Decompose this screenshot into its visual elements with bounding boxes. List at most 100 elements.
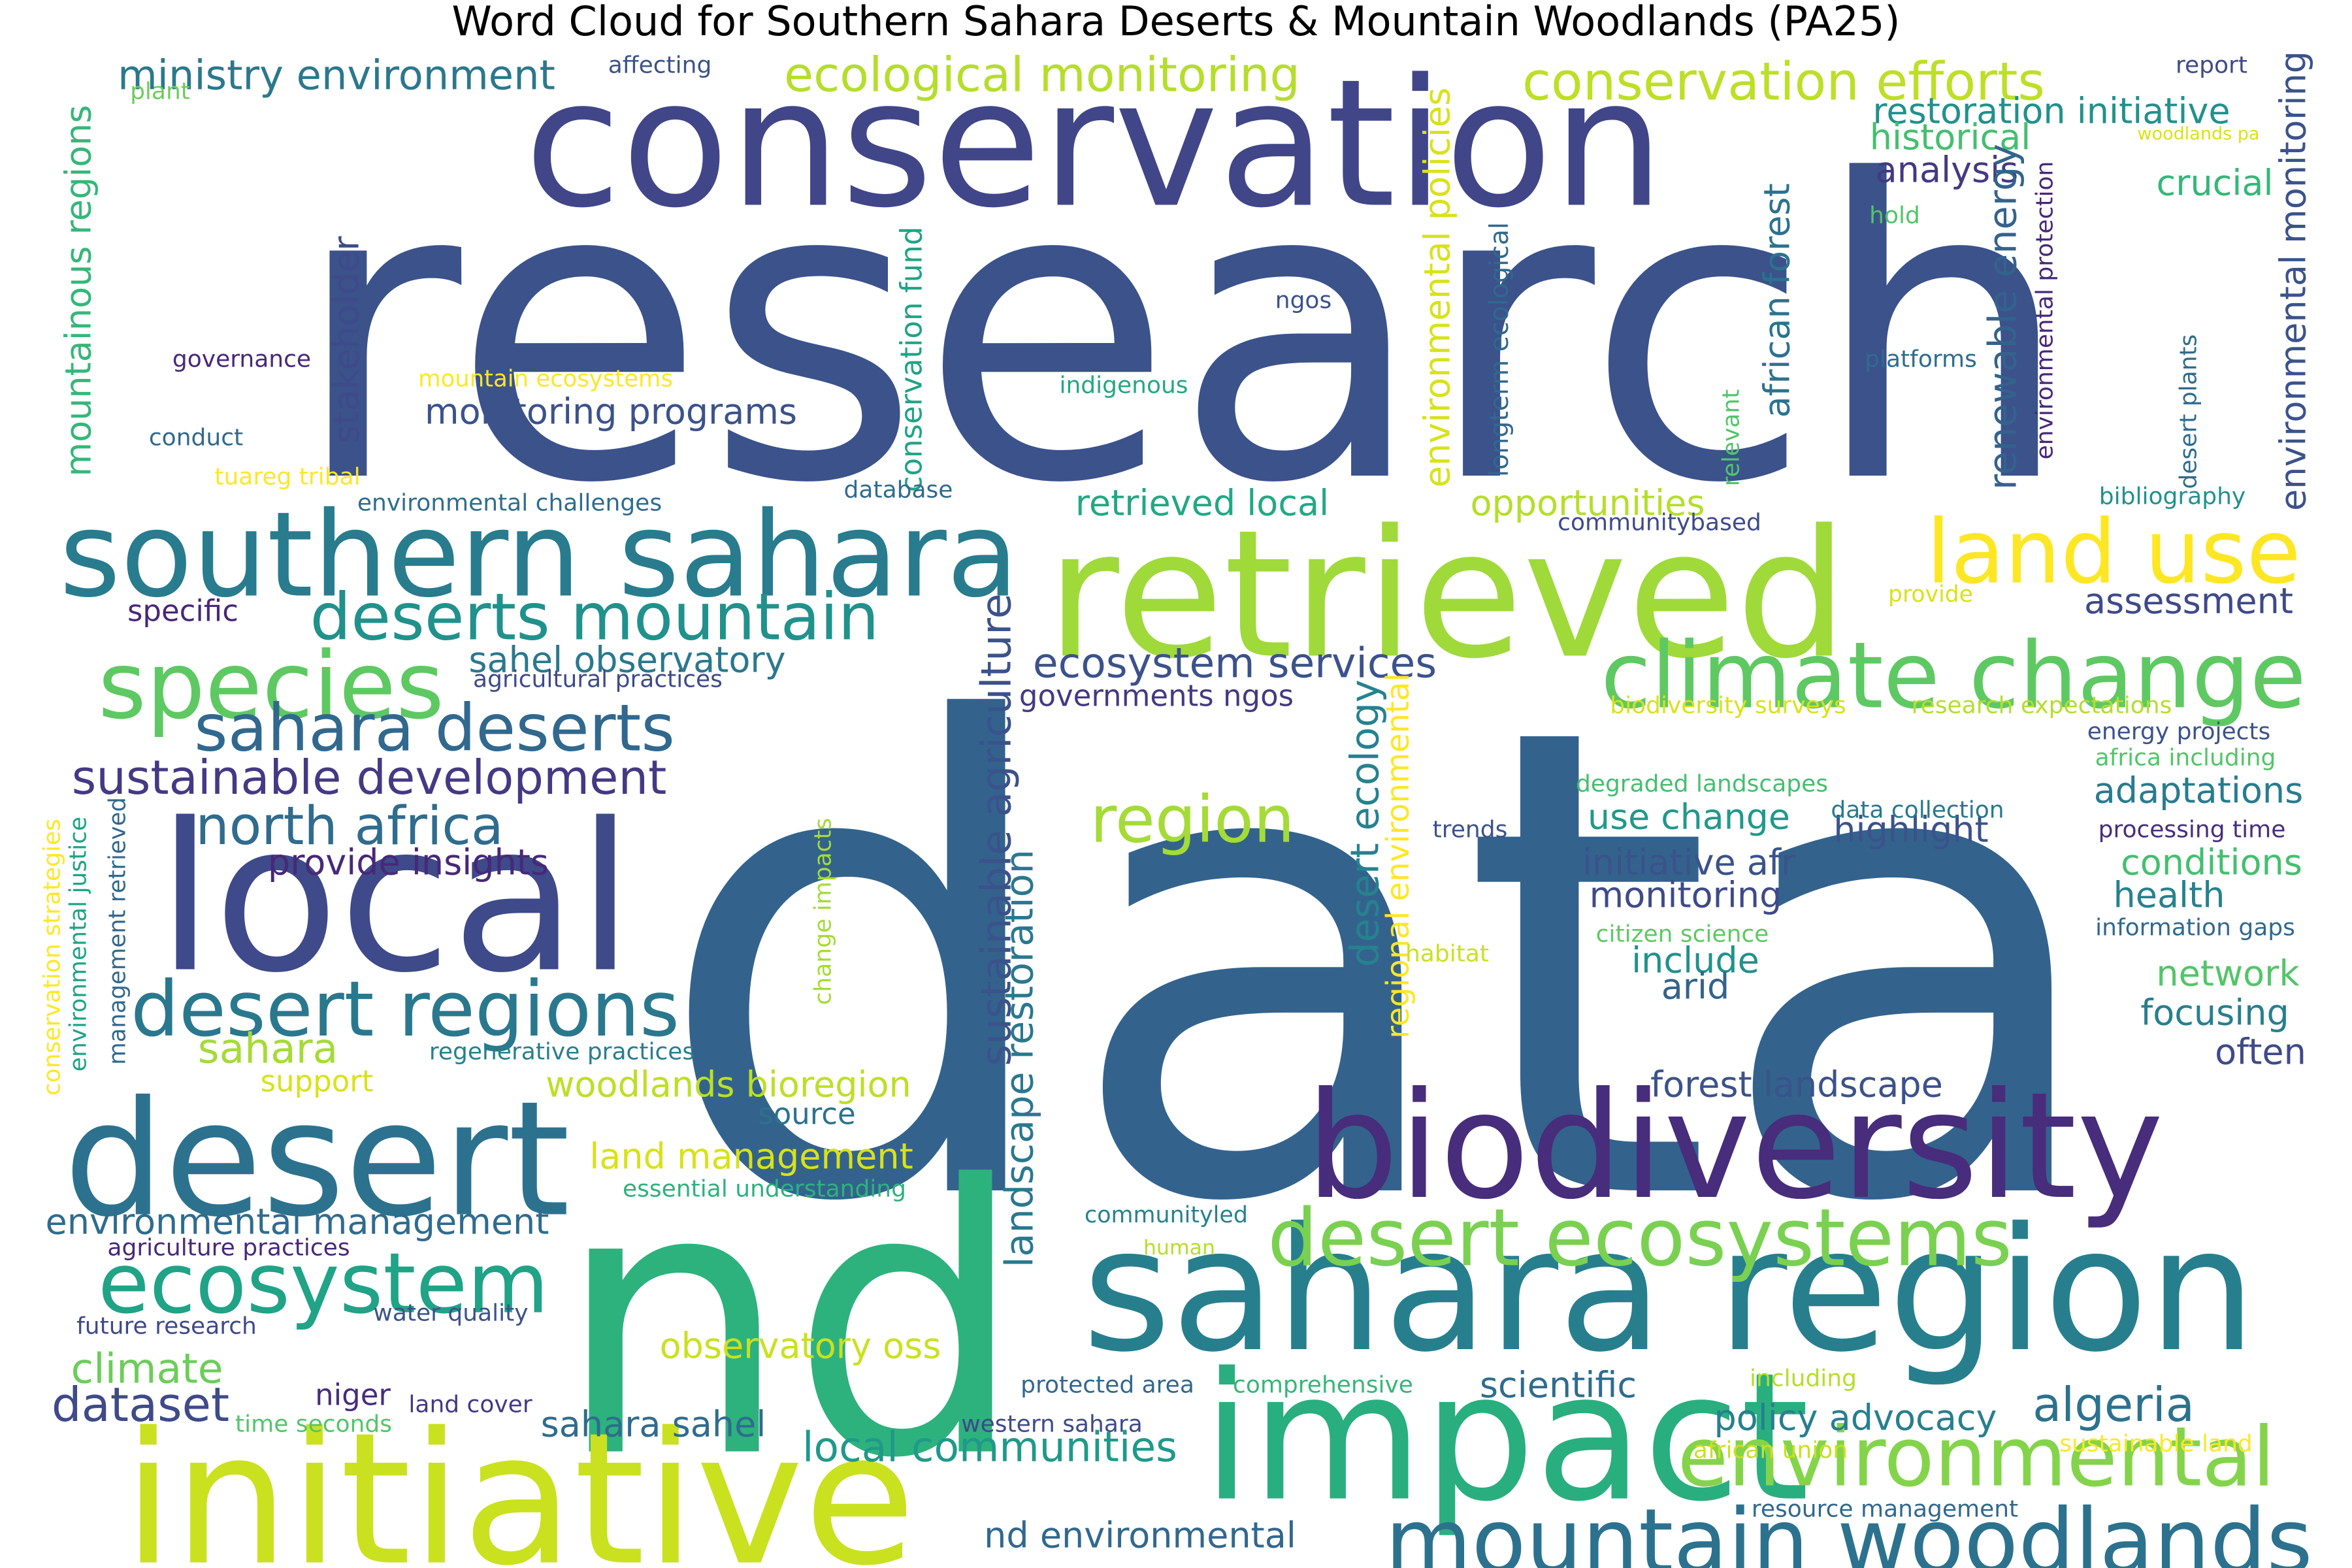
word-algeria: algeria <box>2033 1377 2195 1432</box>
word-human: human <box>1143 1236 1215 1260</box>
word-initiative-afr: initiative afr <box>1582 842 1796 883</box>
word-scientific: scientific <box>1480 1365 1637 1406</box>
word-sustainable-development: sustainable development <box>72 750 667 805</box>
word-biodiversity-surveys: biodiversity surveys <box>1610 693 1846 719</box>
word-energy-projects: energy projects <box>2087 719 2271 745</box>
word-source: source <box>758 1097 855 1132</box>
word-dataset: dataset <box>52 1377 229 1432</box>
word-ecosystem-services: ecosystem services <box>1033 640 1437 687</box>
word-retrieved-local: retrieved local <box>1075 483 1329 524</box>
word-climate-change: climate change <box>1601 623 2306 730</box>
word-mountainous-regions: mountainous regions <box>58 105 99 476</box>
word-environmental-monitoring: environmental monitoring <box>2273 51 2314 511</box>
word-adaptations: adaptations <box>2094 770 2304 811</box>
word-stakeholder: stakeholder <box>326 236 367 444</box>
word-mountain-ecosystems: mountain ecosystems <box>418 366 673 393</box>
word-sustainable-land: sustainable land <box>2059 1431 2253 1458</box>
word-land-management: land management <box>589 1136 913 1177</box>
word-sustainable-agriculture: sustainable agriculture <box>973 593 1021 1066</box>
word-water-quality: water quality <box>373 1300 528 1327</box>
word-governance: governance <box>172 346 311 373</box>
word-include: include <box>1631 940 1759 981</box>
word-restoration-initiative: restoration initiative <box>1872 91 2230 132</box>
word-degraded-landscapes: degraded landscapes <box>1576 771 1828 798</box>
word-renewable-energy: renewable energy <box>1980 144 2025 490</box>
word-management-retrieved: management retrieved <box>105 797 131 1065</box>
word-conduct: conduct <box>149 425 243 451</box>
word-tuareg-tribal: tuareg tribal <box>214 464 360 491</box>
word-monitoring: monitoring <box>1590 875 1782 916</box>
word-network: network <box>2156 953 2300 994</box>
word-support: support <box>261 1064 374 1099</box>
word-data-collection: data collection <box>1831 797 2004 824</box>
word-specific: specific <box>127 594 238 629</box>
word-opportunities: opportunities <box>1471 483 1705 524</box>
word-deserts-mountain: deserts mountain <box>310 580 879 655</box>
word-essential-understanding: essential understanding <box>623 1176 906 1203</box>
word-ecological-monitoring: ecological monitoring <box>784 48 1300 103</box>
word-woodlands-bioregion: woodlands bioregion <box>546 1064 911 1105</box>
word-impact: impact <box>1202 1335 1809 1541</box>
word-african-forest: african forest <box>1757 183 1798 417</box>
word-ecosystem: ecosystem <box>98 1235 549 1333</box>
word-plant: plant <box>130 78 190 105</box>
word-research-expectations: research expectations <box>1912 693 2172 719</box>
word-research: research <box>292 93 2073 573</box>
word-desert-plants: desert plants <box>2176 335 2202 489</box>
word-desert-ecology: desert ecology <box>1343 679 1388 967</box>
word-processing-time: processing time <box>2099 817 2286 843</box>
word-environmental-justice: environmental justice <box>65 817 92 1071</box>
word-african-union: african union <box>1693 1437 1848 1464</box>
chart-title: Word Cloud for Southern Sahara Deserts &… <box>451 0 1901 45</box>
word-use-change: use change <box>1588 796 1790 838</box>
word-highlight: highlight <box>1833 809 1988 851</box>
word-sahel-observatory: sahel observatory <box>468 640 785 681</box>
word-assessment: assessment <box>2084 581 2293 622</box>
word-forest-landscape: forest landscape <box>1650 1064 1943 1105</box>
word-comprehensive: comprehensive <box>1233 1372 1413 1399</box>
word-local: local <box>157 779 634 1018</box>
word-habitat: habitat <box>1405 941 1489 968</box>
word-sahara-sahel: sahara sahel <box>541 1404 766 1445</box>
word-communitybased: communitybased <box>1558 510 1761 536</box>
word-protected-area: protected area <box>1021 1372 1194 1399</box>
word-often: often <box>2215 1032 2306 1073</box>
word-communityled: communityled <box>1085 1202 1248 1228</box>
word-change-impacts: change impacts <box>810 818 837 1005</box>
word-environmental-policies: environmental policies <box>1417 88 1458 488</box>
word-land-use: land use <box>1926 501 2300 604</box>
word-hold: hold <box>1869 203 1920 229</box>
word-including: including <box>1750 1365 1857 1392</box>
word-policy-advocacy: policy advocacy <box>1714 1397 1997 1439</box>
word-environmental-challenges: environmental challenges <box>357 490 662 517</box>
word-longterm-ecological: longterm ecological <box>1484 222 1514 477</box>
word-africa-including: africa including <box>2095 745 2276 772</box>
word-biodiversity: biodiversity <box>1305 1061 2164 1232</box>
word-conservation-fund: conservation fund <box>894 227 929 493</box>
word-observatory-oss: observatory oss <box>660 1326 941 1367</box>
word-environmental: environmental <box>1678 1409 2276 1505</box>
word-retrieved: retrieved <box>1047 492 1848 698</box>
word-indigenous: indigenous <box>1059 372 1188 399</box>
word-provide: provide <box>1888 581 1973 608</box>
word-future-research: future research <box>76 1313 257 1340</box>
word-southern-sahara: southern sahara <box>59 487 1019 624</box>
word-analysis: analysis <box>1876 150 2019 191</box>
word-affecting: affecting <box>608 52 712 79</box>
word-regional-environmental: regional environmental <box>1380 673 1416 1039</box>
word-relevant: relevant <box>1718 389 1745 487</box>
word-conditions: conditions <box>2121 842 2302 883</box>
word-conservation: conservation <box>525 41 1665 247</box>
word-western-sahara: western sahara <box>961 1411 1143 1438</box>
word-regenerative-practices: regenerative practices <box>429 1039 694 1066</box>
word-governments-ngos: governments ngos <box>1019 679 1294 713</box>
word-sahara-region: sahara region <box>1083 1191 2257 1390</box>
word-nd-environmental: nd environmental <box>984 1515 1296 1556</box>
word-platforms: platforms <box>1865 346 1977 373</box>
word-landscape-restoration: landscape restoration <box>997 849 1042 1267</box>
word-desert: desert <box>63 1068 570 1252</box>
word-resource-management: resource management <box>1752 1496 2018 1523</box>
word-data: data <box>653 591 2110 1343</box>
word-database: database <box>844 477 953 504</box>
word-bibliography: bibliography <box>2099 483 2246 510</box>
